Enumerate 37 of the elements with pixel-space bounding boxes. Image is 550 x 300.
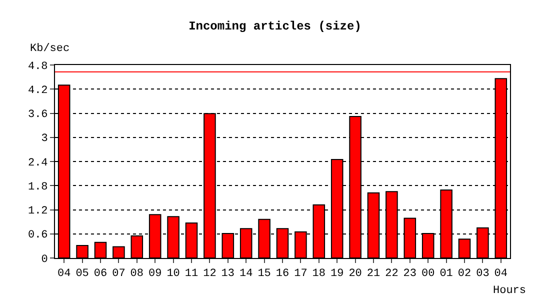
y-tick-label: 3 [41, 133, 48, 146]
x-tick-label: 08 [130, 268, 144, 280]
x-tick-label: 11 [184, 268, 198, 280]
x-tick-label: 22 [385, 268, 398, 280]
x-tick-label: 07 [112, 268, 126, 280]
y-tick-label: 0.6 [28, 230, 48, 242]
y-tick-label: 1.2 [28, 206, 48, 218]
x-axis-title: Hours [493, 285, 526, 297]
x-tick-label: 02 [458, 268, 472, 280]
x-tick-label: 15 [258, 268, 271, 280]
x-tick-label: 13 [221, 268, 234, 280]
chart-title: Incoming articles (size) [188, 19, 362, 34]
x-tick-label: 12 [203, 268, 216, 280]
x-tick-label: 23 [403, 268, 416, 280]
y-tick-label: 0 [41, 254, 48, 266]
x-tick-label: 03 [476, 268, 490, 280]
y-tick-label: 1.8 [28, 181, 48, 194]
y-tick-label: 4.2 [28, 84, 48, 97]
x-tick-label: 14 [240, 268, 254, 280]
x-tick-label: 10 [166, 268, 180, 280]
x-tick-label: 04 [494, 268, 508, 280]
x-tick-label: 01 [440, 268, 454, 280]
x-tick-label: 05 [76, 268, 89, 280]
x-tick-label: 06 [94, 268, 108, 280]
x-tick-label: 21 [366, 268, 380, 280]
x-tick-label: 09 [148, 268, 162, 280]
y-tick-label: 2.4 [28, 157, 48, 170]
x-tick-label: 04 [58, 268, 72, 280]
x-tick-label: 18 [312, 268, 326, 280]
y-tick-label: 4.8 [28, 60, 48, 73]
x-tick-label: 17 [294, 268, 308, 280]
x-tick-label: 20 [348, 268, 362, 280]
y-tick-label: 3.6 [28, 109, 48, 122]
x-tick-label: 16 [276, 268, 290, 280]
x-tick-label: 00 [422, 268, 435, 280]
y-axis-title: Kb/sec [30, 43, 70, 55]
x-tick-label: 19 [330, 268, 344, 280]
